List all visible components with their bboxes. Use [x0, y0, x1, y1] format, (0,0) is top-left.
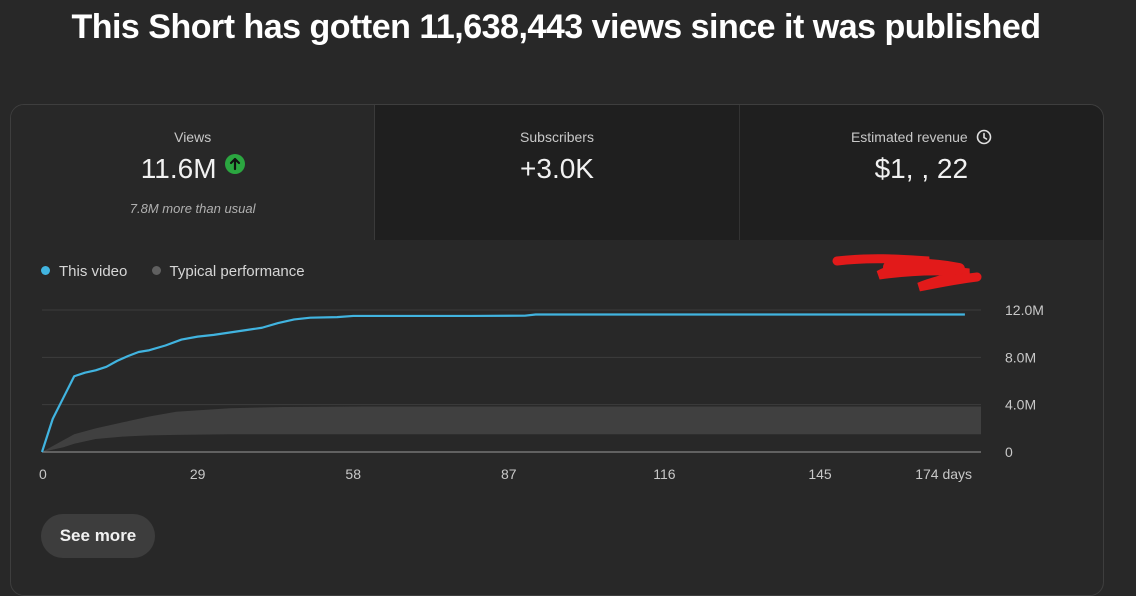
legend-item-this-video[interactable]: This video: [41, 263, 127, 280]
views-value: 11.6M: [140, 153, 217, 184]
x-tick-label: 87: [501, 466, 517, 482]
x-tick-label: 116: [653, 466, 676, 482]
redaction-scribble: [832, 254, 982, 292]
chart-legend: This video Typical performance: [41, 263, 325, 280]
y-tick-label: 12.0M: [1005, 302, 1044, 318]
x-tick-label: 174 days: [915, 466, 972, 482]
legend-item-typical[interactable]: Typical performance: [151, 263, 305, 280]
typical-performance-band: [42, 406, 981, 452]
views-label: Views: [174, 129, 212, 145]
subscribers-metric-tab[interactable]: Subscribers +3.0K: [375, 105, 740, 240]
revenue-metric-tab[interactable]: Estimated revenue $1, , 22: [739, 105, 1103, 240]
analytics-card: Views 11.6M 7.8M more than usual Subscri…: [10, 104, 1104, 596]
see-more-button[interactable]: See more: [41, 514, 155, 558]
metrics-row: Views 11.6M 7.8M more than usual Subscri…: [11, 105, 1103, 240]
subscribers-value: +3.0K: [520, 153, 594, 184]
y-tick-label: 4.0M: [1005, 397, 1036, 413]
y-tick-label: 0: [1005, 444, 1013, 460]
x-axis-ticks: 0 29 58 87 116 145 174 days: [39, 466, 972, 482]
revenue-label: Estimated revenue: [850, 129, 968, 145]
x-tick-label: 0: [39, 466, 47, 482]
views-chart[interactable]: 12.0M 8.0M 4.0M 0 0 29 58 87 116 145 174 days: [11, 105, 1103, 505]
x-tick-label: 145: [808, 466, 832, 482]
y-axis-ticks: 12.0M 8.0M 4.0M 0: [1005, 302, 1044, 460]
revenue-label-row: Estimated revenue: [740, 129, 1103, 148]
x-tick-label: 58: [345, 466, 361, 482]
y-tick-label: 8.0M: [1005, 349, 1036, 365]
x-tick-label: 29: [190, 466, 206, 482]
legend-label-typical: Typical performance: [169, 263, 305, 280]
views-value-row: 11.6M: [11, 153, 374, 185]
clock-icon[interactable]: [976, 129, 992, 148]
page-headline: This Short has gotten 11,638,443 views s…: [71, 8, 1041, 46]
legend-dot-this-video: [41, 266, 50, 275]
views-metric-tab[interactable]: Views 11.6M 7.8M more than usual: [11, 105, 376, 240]
chart-gridlines: [42, 309, 981, 453]
legend-dot-typical: [151, 266, 161, 275]
views-comparison: 7.8M more than usual: [129, 201, 256, 216]
legend-label-this-video: This video: [59, 263, 128, 280]
arrow-up-icon: [224, 154, 245, 174]
this-video-line: [40, 313, 965, 453]
subscribers-label: Subscribers: [520, 129, 594, 145]
revenue-value: $1, , 22: [874, 153, 969, 184]
